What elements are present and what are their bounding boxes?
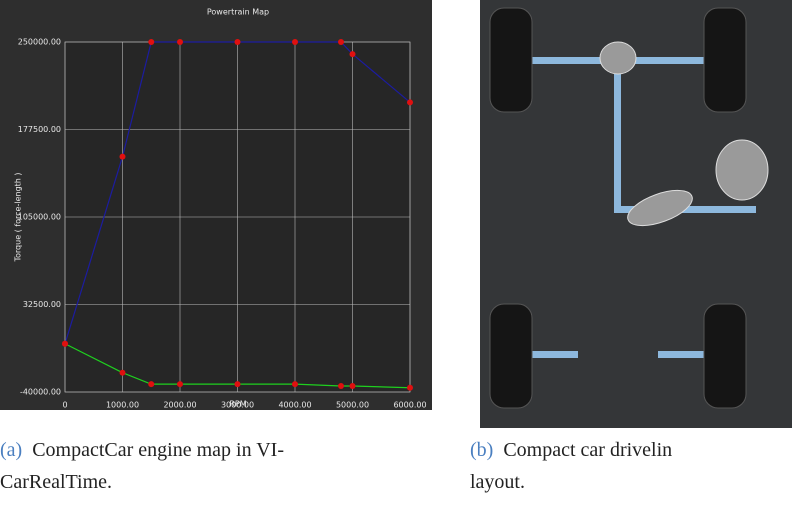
data-point <box>177 381 183 387</box>
x-tick-label: 6000.00 <box>393 401 426 410</box>
data-point <box>62 341 68 347</box>
x-tick-label: 3000.00 <box>221 401 254 410</box>
data-point <box>148 39 154 45</box>
data-point <box>350 383 356 389</box>
data-point <box>292 381 298 387</box>
caption-a: (a) CompactCar engine map in VI- CarRealT… <box>0 434 284 498</box>
caption-b: (b) Compact car drivelin layout. <box>470 434 672 498</box>
driveline-image <box>480 0 792 428</box>
data-point <box>120 370 126 376</box>
y-tick-label: 105000.00 <box>18 213 61 222</box>
caption-text: CompactCar engine map in VI- <box>32 439 284 461</box>
x-tick-label: 1000.00 <box>106 401 139 410</box>
data-point <box>338 39 344 45</box>
y-tick-label: 32500.00 <box>23 300 61 309</box>
caption-label: (a) <box>0 439 22 461</box>
x-tick-label: 2000.00 <box>163 401 196 410</box>
caption-label: (b) <box>470 439 493 461</box>
y-tick-label: 177500.00 <box>18 125 61 134</box>
data-point <box>338 383 344 389</box>
chart: Powertrain Map RPM Torque ( force-length… <box>0 0 432 410</box>
data-point <box>235 381 241 387</box>
data-point <box>177 39 183 45</box>
x-tick-label: 4000.00 <box>278 401 311 410</box>
y-tick-label: -40000.00 <box>20 388 61 397</box>
page: Powertrain Map RPM Torque ( force-length… <box>0 0 792 514</box>
data-point <box>350 51 356 57</box>
y-tick-label: 250000.00 <box>18 38 61 47</box>
caption-text: layout. <box>470 466 672 498</box>
data-point <box>235 39 241 45</box>
x-tick-label: 5000.00 <box>336 401 369 410</box>
x-tick-label: 0 <box>62 401 67 410</box>
caption-text: Compact car drivelin <box>503 439 672 461</box>
data-point <box>292 39 298 45</box>
chart-title: Powertrain Map <box>207 8 269 17</box>
data-point <box>407 99 413 105</box>
data-point <box>148 381 154 387</box>
data-point <box>120 154 126 160</box>
data-point <box>407 385 413 391</box>
caption-text: CarRealTime. <box>0 466 284 498</box>
